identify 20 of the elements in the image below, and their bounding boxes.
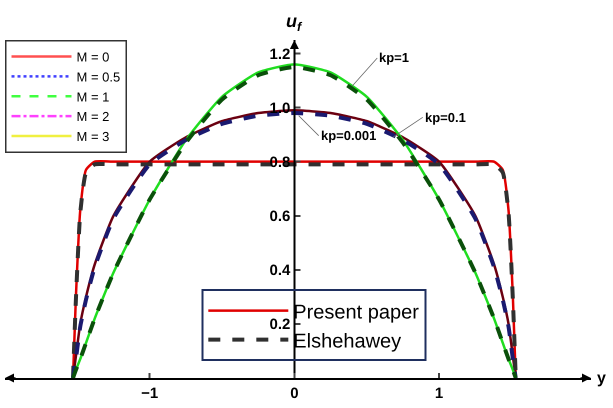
x-axis-title: y bbox=[597, 370, 606, 387]
legend-label: M = 1 bbox=[76, 89, 110, 104]
y-tick-label: 0.8 bbox=[270, 154, 290, 171]
y-tick-label: 0.4 bbox=[270, 262, 292, 280]
x-tick-label: −1 bbox=[141, 385, 158, 402]
annotation: kp=0.001 bbox=[321, 128, 376, 143]
legend-label: M = 0.5 bbox=[76, 69, 120, 84]
annotation: kp=0.1 bbox=[425, 110, 466, 125]
legend-label: Present paper bbox=[293, 301, 420, 324]
x-tick-label: 1 bbox=[434, 385, 444, 402]
legend-label: M = 3 bbox=[76, 129, 110, 144]
y-tick-label: 1.2 bbox=[270, 46, 290, 63]
legend-label: Elshehawey bbox=[293, 330, 402, 352]
y-tick-label: 0.6 bbox=[270, 208, 290, 226]
legend-label: M = 2 bbox=[76, 109, 110, 124]
legend-label: M = 0 bbox=[76, 50, 110, 65]
x-tick-label: 0 bbox=[290, 385, 299, 402]
y-tick-label: 0.2 bbox=[270, 316, 290, 334]
y-axis-title: u$_{f}$ bbox=[286, 11, 303, 34]
annotation: kp=1 bbox=[379, 50, 409, 65]
